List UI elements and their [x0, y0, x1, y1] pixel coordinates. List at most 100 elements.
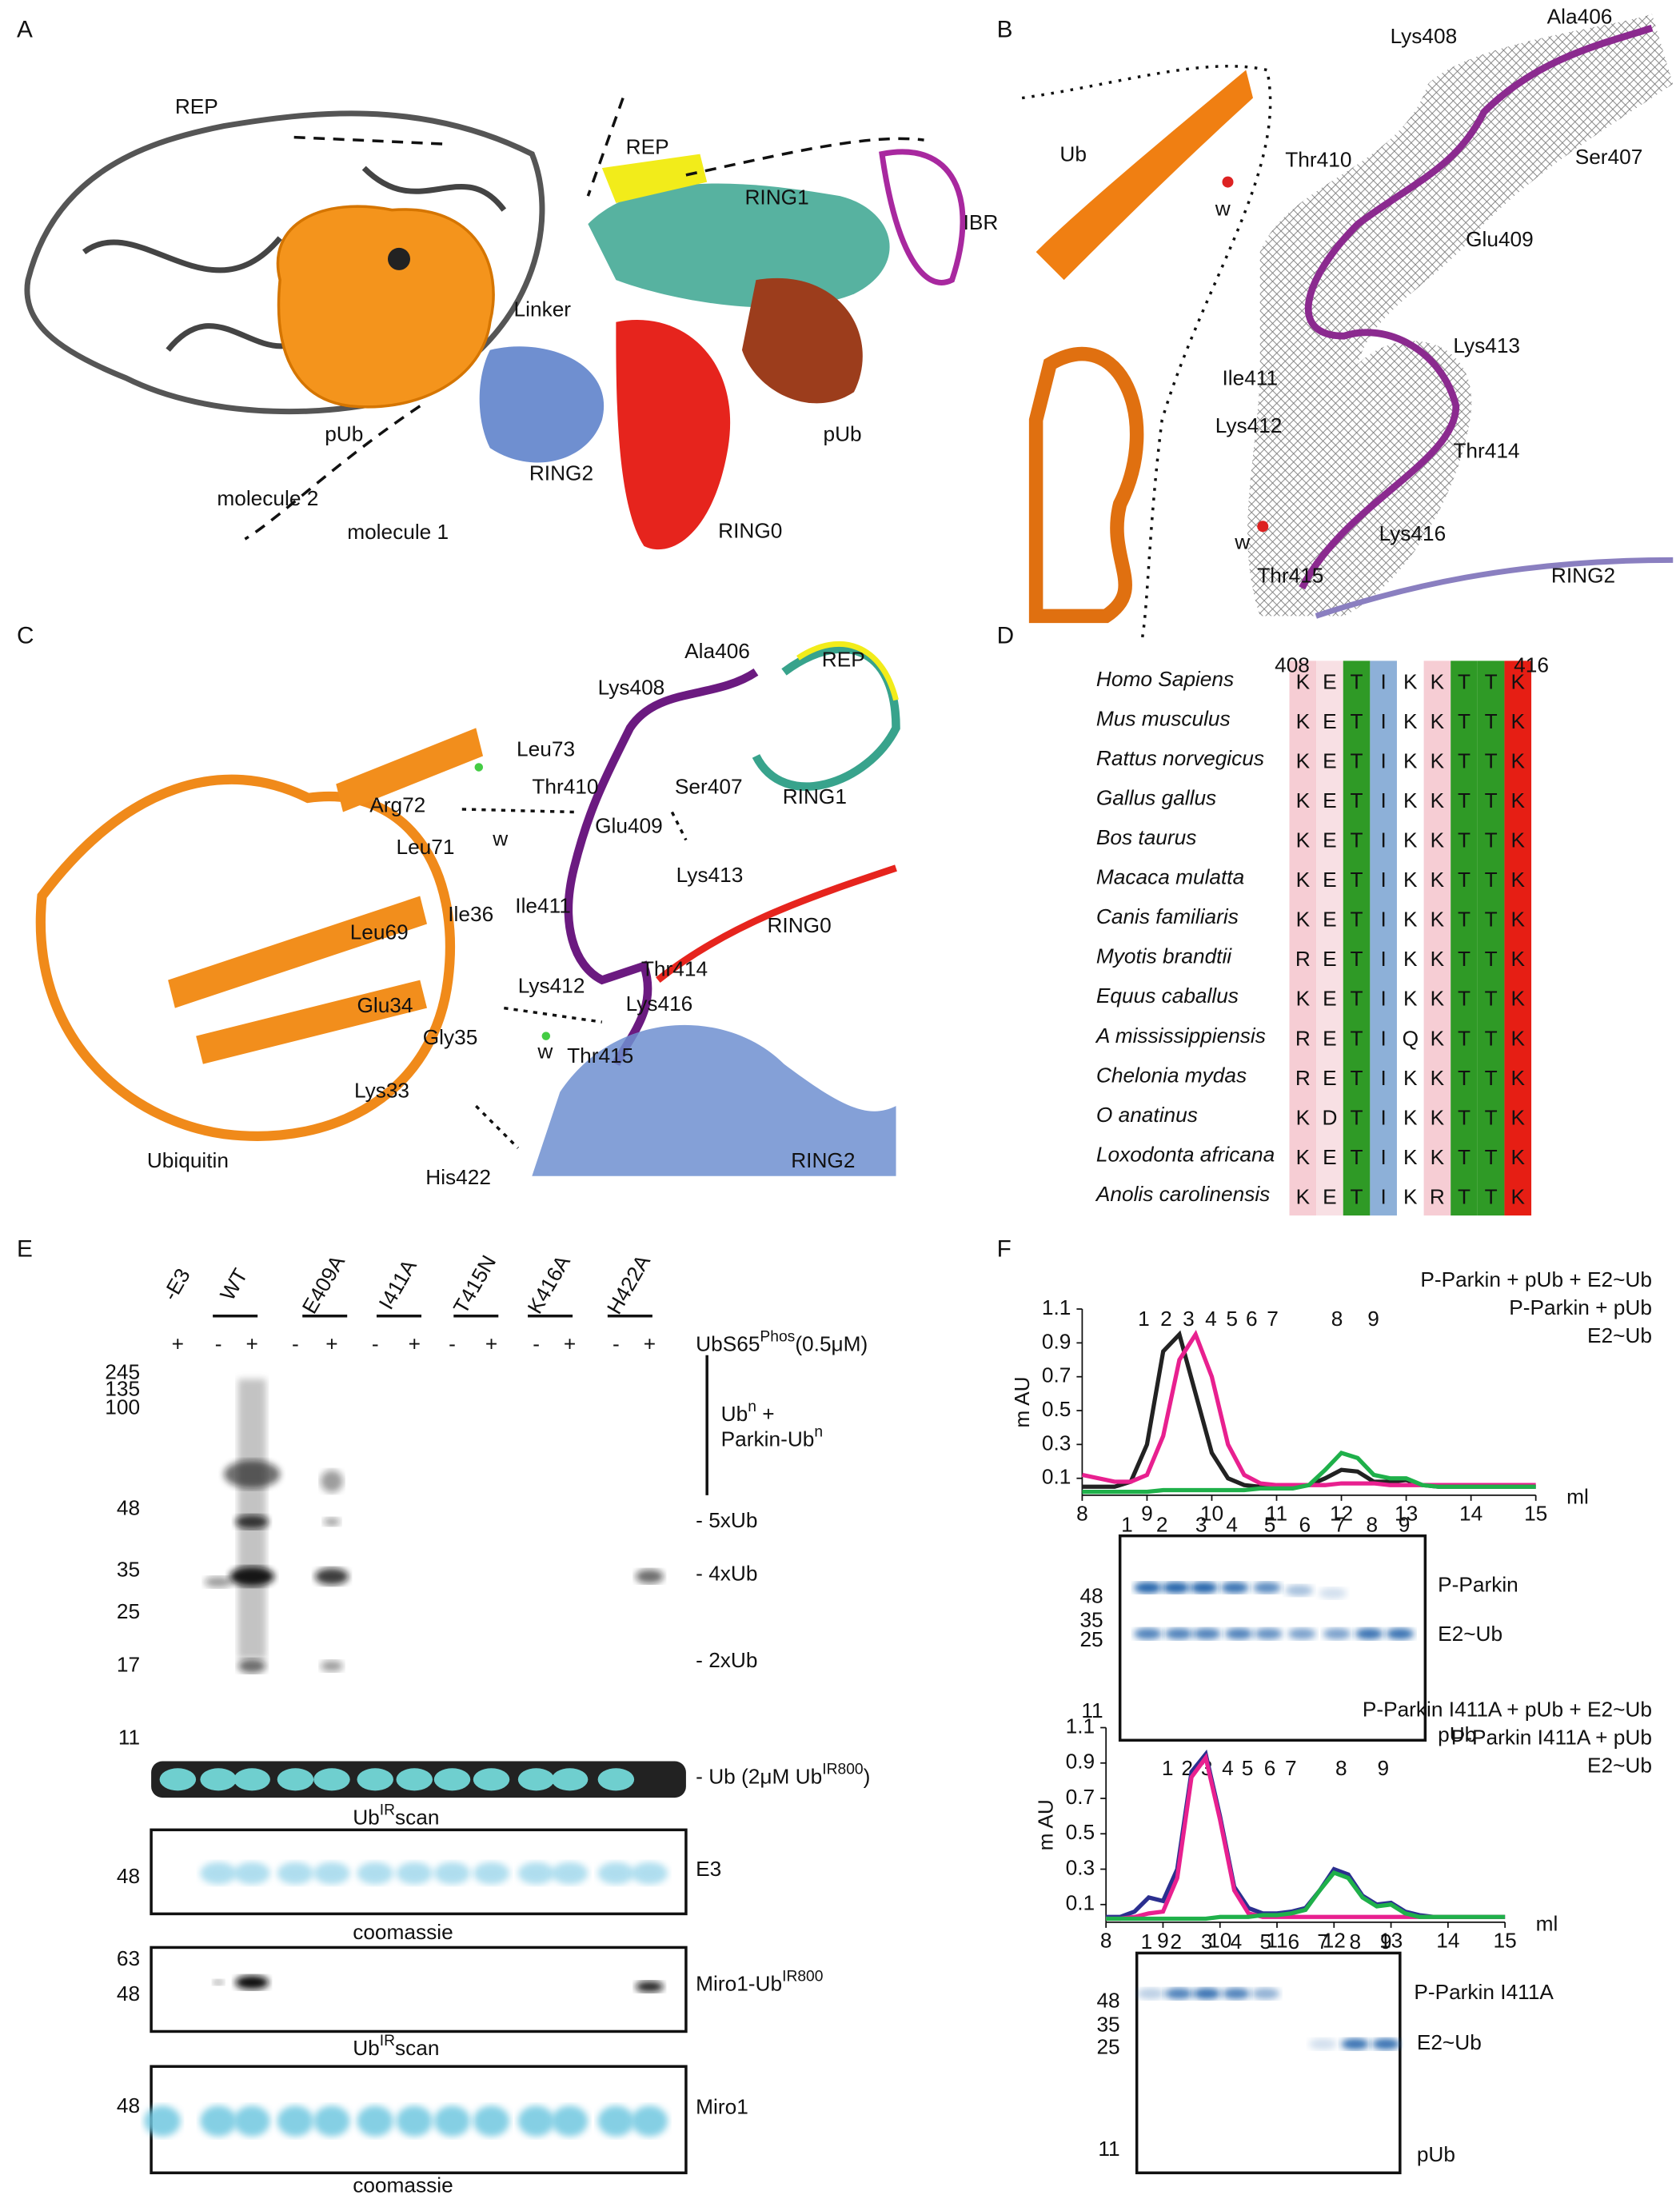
residue: T — [1485, 1145, 1498, 1169]
gel-band — [1164, 1988, 1193, 2000]
y-tick-label: 0.9 — [1042, 1329, 1071, 1353]
alignment-column — [1370, 661, 1397, 1216]
residue-label: Thr415 — [1257, 563, 1323, 587]
x-tick-label: 11 — [1266, 1928, 1287, 1952]
residue-label: w — [537, 1040, 553, 1064]
ladder-label-part: - Ub (2 — [696, 1764, 760, 1788]
gel-band — [635, 1569, 664, 1584]
treatment-label-part: UbS65 — [696, 1331, 760, 1355]
residue: K — [1403, 868, 1418, 892]
gel-band — [551, 1862, 589, 1885]
gel-band — [551, 2105, 589, 2137]
ub-band — [159, 1768, 197, 1791]
gel-band — [357, 1862, 393, 1885]
gel-label: E3 — [696, 1857, 721, 1881]
residue-label: Lys412 — [1215, 413, 1283, 437]
fraction-number: 2 — [1160, 1307, 1172, 1331]
lane-number: 5 — [1259, 1930, 1271, 1954]
residue: K — [1431, 669, 1445, 693]
gel-band — [473, 1862, 510, 1885]
residue: T — [1351, 1145, 1363, 1169]
residue-label: Leu69 — [350, 920, 409, 944]
ladder-label: - 5xUb — [696, 1508, 757, 1532]
residue: T — [1351, 669, 1363, 693]
legend-entry: E2~Ub — [1587, 1753, 1652, 1777]
residue: I — [1381, 868, 1387, 892]
gel-band — [224, 1460, 281, 1489]
residue-label: Glu409 — [595, 814, 663, 838]
residue: T — [1351, 947, 1363, 971]
alignment-column — [1504, 661, 1532, 1216]
residue: T — [1458, 1105, 1470, 1129]
x-tick-label: 9 — [1141, 1501, 1153, 1525]
species-name: O anatinus — [1096, 1103, 1198, 1127]
gel-band — [277, 1862, 314, 1885]
residue: I — [1381, 1066, 1387, 1090]
mw-marker: 48 — [1096, 1989, 1119, 2013]
panel-label: A — [17, 16, 33, 42]
residue-label: Ala406 — [684, 639, 750, 663]
ub-band — [200, 1768, 237, 1791]
lane-number: 2 — [1170, 1930, 1182, 1954]
gel-band — [1371, 2038, 1400, 2050]
residue: T — [1458, 1026, 1470, 1050]
gel-label: Miro1 — [696, 2095, 748, 2119]
residue: T — [1351, 987, 1363, 1011]
gel-caption: UbIRscan — [353, 1802, 439, 1829]
gel-band — [517, 2105, 555, 2137]
residue: I — [1381, 788, 1387, 812]
residue: K — [1403, 788, 1418, 812]
mw-marker: 48 — [117, 1864, 140, 1888]
residue-label: Lys33 — [354, 1079, 409, 1103]
residue: D — [1322, 1105, 1337, 1129]
peptide-backbone — [564, 668, 759, 1067]
residue: K — [1510, 987, 1525, 1011]
residue: I — [1381, 748, 1387, 772]
residue: K — [1431, 1026, 1445, 1050]
ub-band — [396, 1768, 433, 1791]
gel-band — [1192, 1628, 1221, 1640]
lane-number: 7 — [1334, 1512, 1346, 1536]
gel-band — [200, 1862, 237, 1885]
gel-band — [237, 1658, 266, 1674]
mw-marker: 48 — [117, 1982, 140, 2005]
residue: K — [1510, 1184, 1525, 1208]
x-tick-label: 13 — [1379, 1928, 1403, 1952]
residue: T — [1485, 828, 1498, 852]
residue: T — [1485, 709, 1498, 733]
ring1-cartoon — [588, 183, 890, 308]
residue: K — [1510, 748, 1525, 772]
sample-label: T415N — [449, 1251, 501, 1318]
gel — [1135, 1951, 1402, 2175]
gel-caption-part: IR — [380, 2033, 395, 2049]
alignment-column — [1477, 661, 1505, 1216]
legend-entry: P-Parkin I411A + pUb — [1451, 1725, 1652, 1749]
y-tick-label: 0.1 — [1066, 1891, 1095, 1915]
residue-label: Glu409 — [1466, 227, 1534, 251]
fraction-number: 7 — [1285, 1756, 1297, 1780]
x-tick-label: 10 — [1208, 1928, 1231, 1952]
species-name: Mus musculus — [1096, 706, 1231, 730]
residue: T — [1351, 788, 1363, 812]
gel-caption: coomassie — [353, 2173, 453, 2197]
residue: K — [1431, 868, 1445, 892]
panel-c-structure — [35, 641, 900, 1176]
treatment-sign: + — [325, 1331, 337, 1355]
fraction-number: 6 — [1246, 1307, 1258, 1331]
residue: K — [1510, 1026, 1525, 1050]
residue: K — [1296, 669, 1311, 693]
fraction-number: 9 — [1378, 1756, 1390, 1780]
fraction-number: 4 — [1205, 1307, 1217, 1331]
y-tick-label: 0.3 — [1066, 1855, 1095, 1879]
ring0-cartoon — [616, 320, 731, 550]
alignment-column — [1396, 661, 1424, 1216]
residue: T — [1458, 908, 1470, 932]
residue: E — [1323, 669, 1337, 693]
residue-label: REP — [822, 647, 865, 671]
residue: K — [1510, 788, 1525, 812]
residue: T — [1351, 908, 1363, 932]
ladder-label-part: n — [748, 1399, 756, 1415]
residue: T — [1458, 987, 1470, 1011]
gel-band — [1192, 1988, 1221, 2000]
lane-number: 4 — [1226, 1512, 1238, 1536]
